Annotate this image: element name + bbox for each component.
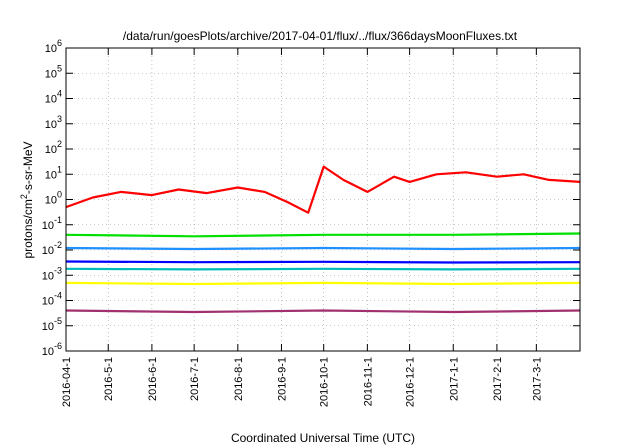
y-tick-label: 10-4: [42, 291, 62, 308]
y-tick-label: 10-6: [42, 341, 62, 358]
x-axis: 2016-04-1 2016-5-1 2016-6-1 2016-7-1 2016-8-…: [61, 48, 543, 407]
x-tick-label: 2016-04-1: [61, 357, 73, 407]
series-group: [65, 165, 581, 314]
y-tick-label: 103: [45, 114, 62, 131]
x-tick-label: 2017-3-1: [531, 357, 543, 401]
x-tick-label: 2016-7-1: [189, 357, 201, 401]
y-tick-label: 10-5: [42, 316, 62, 333]
y-tick-label: 101: [45, 164, 62, 181]
series-line-1: [65, 165, 581, 214]
y-tick-label: 10-1: [42, 215, 62, 232]
series-line-5: [65, 260, 581, 264]
x-tick-label: 2016-8-1: [233, 357, 245, 401]
y-tick-label: 105: [45, 63, 62, 80]
x-tick-label: 2016-10-1: [319, 357, 331, 407]
y-tick-label: 100: [45, 190, 62, 207]
x-tick-label: 2017-1-1: [448, 357, 460, 401]
x-tick-label: 2016-6-1: [147, 357, 159, 401]
series-line-6: [65, 281, 581, 286]
y-axis-title-part1: protons/cm: [21, 199, 35, 258]
chart-title: /data/run/goesPlots/archive/2017-04-01/f…: [123, 29, 518, 43]
y-axis: 10-6 10-5 10-4 10-3 10-2 10-1 100 101 102 103 104 1…: [42, 38, 580, 358]
x-axis-title: Coordinated Universal Time (UTC): [231, 431, 415, 445]
y-tick-label: 10-3: [42, 265, 62, 282]
y-axis-title: protons/cm2-s-sr-MeV: [19, 141, 35, 258]
series-line-7: [65, 309, 581, 314]
y-tick-label: 10-2: [42, 240, 62, 257]
x-tick-label: 2017-2-1: [492, 357, 504, 401]
series-line-3: [65, 246, 581, 251]
x-tick-label: 2016-9-1: [276, 357, 288, 401]
series-line-4: [65, 267, 581, 271]
grid: [66, 48, 580, 351]
x-tick-label: 2016-12-1: [405, 357, 417, 407]
x-tick-label: 2016-11-1: [362, 357, 374, 406]
y-axis-title-sup: 2: [19, 194, 29, 199]
series-line-2: [65, 232, 581, 238]
x-tick-label: 2016-5-1: [103, 357, 115, 401]
y-axis-title-part2: -s-sr-MeV: [21, 141, 35, 194]
y-tick-label: 104: [45, 89, 62, 106]
y-tick-label: 106: [45, 38, 62, 55]
y-tick-label: 102: [45, 139, 62, 156]
